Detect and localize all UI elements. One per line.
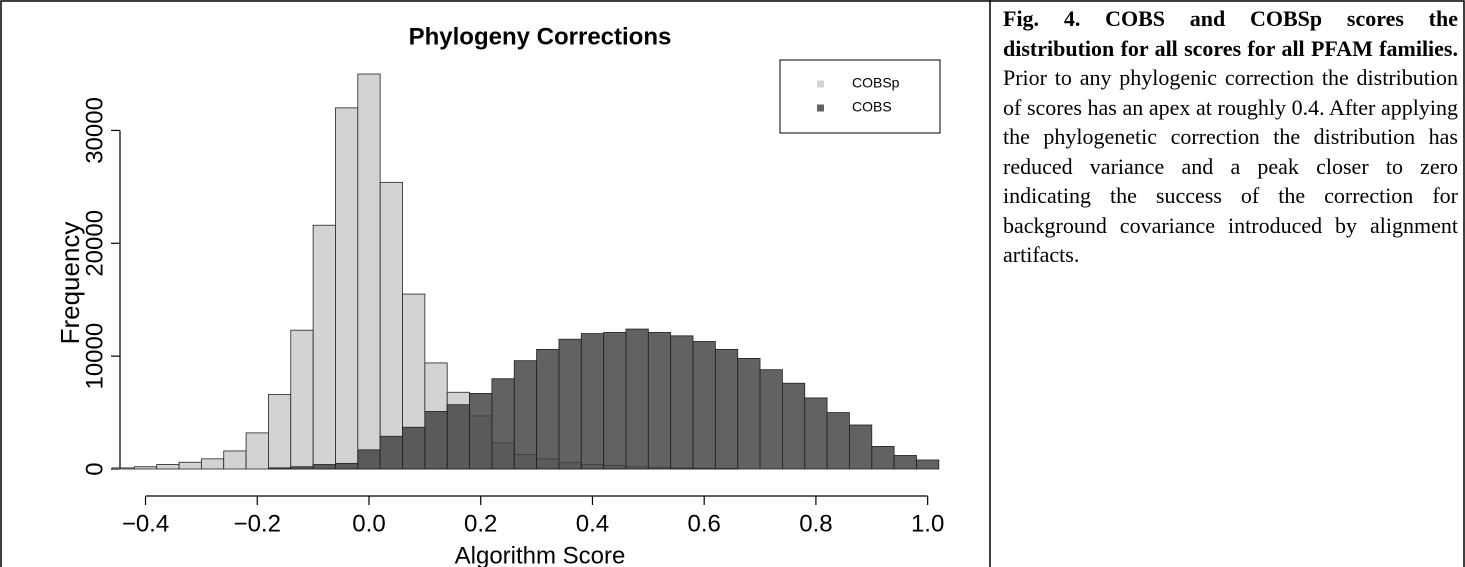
bar	[312, 464, 336, 470]
bar	[357, 449, 381, 470]
bar	[178, 461, 202, 470]
bar	[714, 348, 739, 470]
bar	[536, 348, 560, 470]
caption: Fig. 4. COBS and COBSp scores the distri…	[1003, 4, 1458, 270]
y-tick-label: 20000	[81, 210, 108, 277]
bar	[737, 357, 761, 470]
bar	[916, 459, 940, 470]
bar	[357, 73, 381, 470]
legend-label: COBSp	[852, 75, 900, 91]
bar	[469, 392, 493, 470]
x-tick-label: 1.0	[911, 510, 944, 537]
bar	[268, 467, 292, 470]
y-tick-label: 0	[81, 462, 108, 475]
y-axis-label: Frequency	[55, 222, 85, 345]
bar	[133, 466, 158, 470]
x-tick-label: 0.2	[464, 510, 497, 537]
legend-swatch	[817, 80, 824, 88]
bar	[558, 338, 582, 470]
bar	[513, 360, 537, 470]
legend-swatch	[817, 104, 824, 112]
bar	[312, 224, 336, 470]
x-tick-label: 0.6	[687, 510, 720, 537]
bar	[893, 455, 917, 470]
bar	[200, 458, 225, 470]
y-tick-label: 10000	[81, 323, 108, 390]
bar	[580, 333, 605, 470]
bar	[871, 446, 895, 470]
x-tick-label: 0.4	[576, 510, 609, 537]
x-tick-label: 0.8	[799, 510, 832, 537]
bar	[670, 335, 694, 470]
bar	[782, 382, 806, 470]
bar	[223, 450, 247, 470]
bar	[335, 462, 359, 470]
y-tick-label: 30000	[81, 97, 108, 164]
legend-box	[779, 59, 941, 134]
x-tick-label: 0.0	[352, 510, 385, 537]
bar	[290, 466, 314, 470]
chart-title: Phylogeny Corrections	[409, 23, 672, 50]
bar	[603, 332, 627, 470]
x-tick-label: −0.4	[122, 510, 169, 537]
bar	[402, 426, 426, 470]
bar	[424, 411, 448, 470]
x-tick-label: −0.2	[234, 510, 281, 537]
bar	[111, 467, 135, 470]
bar	[647, 332, 672, 470]
bar	[759, 369, 783, 470]
bar	[849, 424, 873, 470]
bar	[245, 432, 269, 470]
caption-bold: Fig. 4. COBS and COBSp scores the distri…	[1003, 6, 1458, 61]
bar	[379, 435, 403, 470]
bar	[804, 397, 828, 470]
bar	[826, 412, 850, 470]
bar	[335, 107, 359, 470]
bar	[156, 464, 180, 470]
bar	[491, 378, 515, 470]
bar	[692, 341, 716, 470]
bar	[625, 328, 649, 470]
bar	[290, 329, 314, 470]
bar	[379, 181, 403, 470]
x-axis-label: Algorithm Score	[455, 542, 626, 567]
legend-label: COBS	[852, 99, 892, 115]
bar	[446, 404, 470, 470]
bar	[268, 394, 292, 470]
caption-text: Prior to any phylogenic correction the d…	[1003, 65, 1458, 267]
